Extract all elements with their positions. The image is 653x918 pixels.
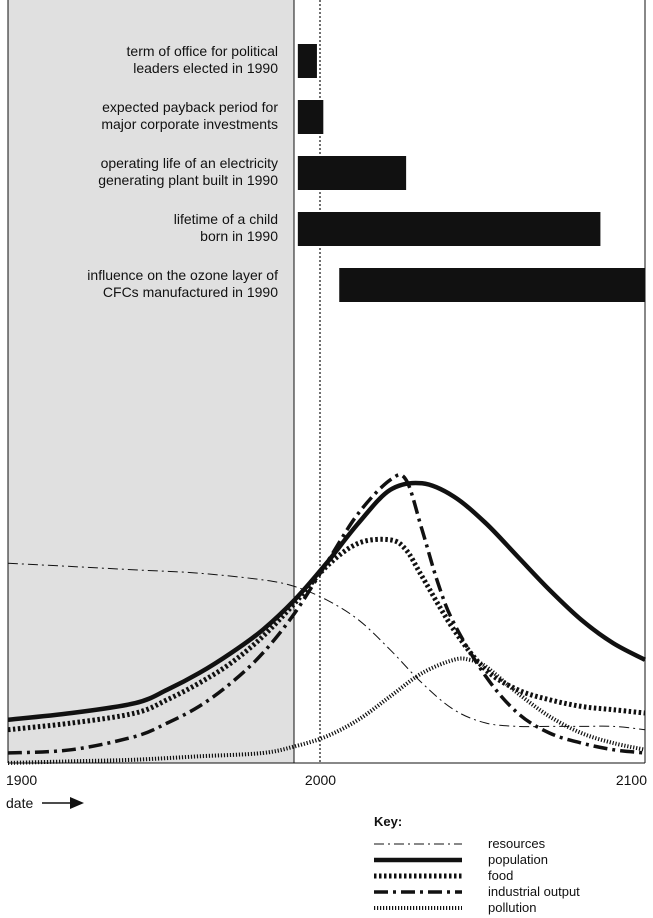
horizon-bar-label-1-1: major corporate investments — [101, 116, 278, 132]
date-arrow-icon — [42, 797, 84, 809]
horizon-bar-label-4-0: influence on the ozone layer of — [87, 267, 278, 283]
horizon-bar-0 — [297, 44, 317, 78]
legend-label-resources: resources — [488, 836, 546, 851]
series-line-food — [7, 536, 646, 733]
legend-label-food: food — [488, 868, 513, 883]
shaded-past-region — [8, 0, 294, 763]
series-line-industrial-output — [7, 472, 646, 755]
legend-label-pollution: pollution — [488, 900, 536, 915]
x-axis-label: date — [6, 795, 33, 811]
horizon-bar-label-1-0: expected payback period for — [102, 99, 278, 115]
horizon-bar-1 — [297, 100, 324, 134]
horizon-bar-label-2-0: operating life of an electricity — [101, 155, 278, 171]
horizon-bar-label-0-1: leaders elected in 1990 — [133, 60, 278, 76]
x-tick-2000: 2000 — [305, 772, 336, 788]
horizon-bar-label-3-0: lifetime of a child — [174, 211, 278, 227]
series-line-pollution — [7, 656, 646, 765]
horizon-bar-3 — [297, 212, 601, 246]
legend-label-industrial-output: industrial output — [488, 884, 580, 899]
series-lines — [7, 472, 647, 765]
horizon-bar-label-0-0: term of office for political — [127, 43, 278, 59]
horizon-bar-label-4-1: CFCs manufactured in 1990 — [103, 284, 278, 300]
series-line-resources — [7, 562, 646, 731]
x-ticks: 1900 2000 2100 — [6, 772, 647, 788]
horizon-bar-2 — [297, 156, 407, 190]
x-tick-1900: 1900 — [6, 772, 37, 788]
horizon-bar-label-2-1: generating plant built in 1990 — [98, 172, 278, 188]
series-line-population — [7, 480, 647, 722]
horizon-bar-4 — [339, 268, 645, 302]
x-tick-2100: 2100 — [616, 772, 647, 788]
legend-label-population: population — [488, 852, 548, 867]
horizon-bar-label-3-1: born in 1990 — [200, 228, 278, 244]
legend-title: Key: — [374, 814, 402, 829]
